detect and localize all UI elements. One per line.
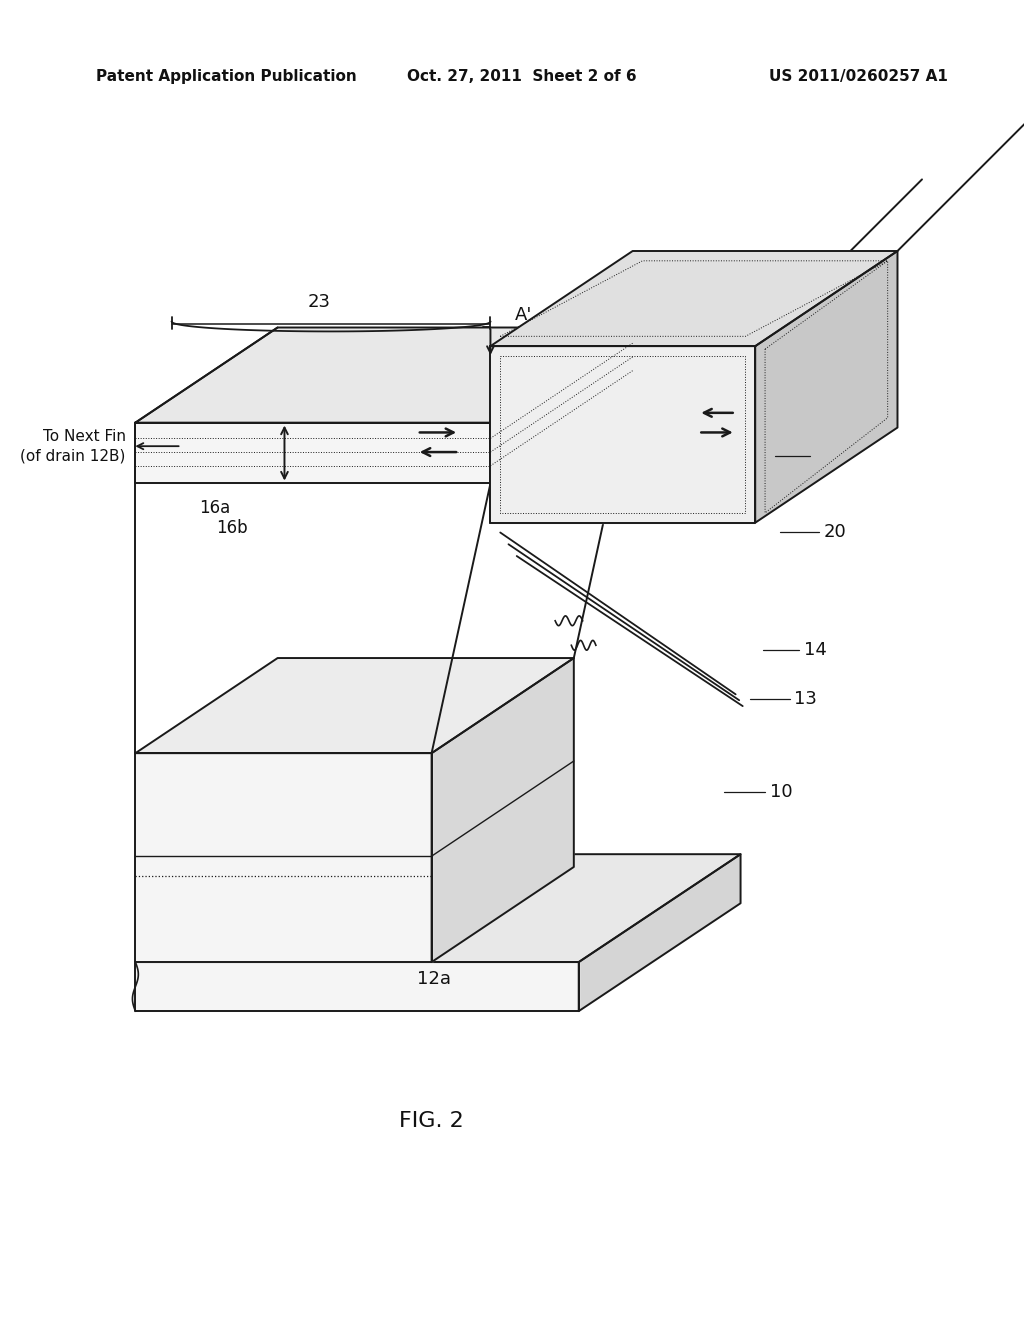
Text: 13: 13 <box>795 690 817 709</box>
Text: US 2011/0260257 A1: US 2011/0260257 A1 <box>769 69 947 84</box>
Polygon shape <box>135 659 573 754</box>
Text: 21: 21 <box>368 421 390 438</box>
Text: A: A <box>274 444 287 461</box>
Polygon shape <box>135 854 740 962</box>
Text: Oct. 27, 2011  Sheet 2 of 6: Oct. 27, 2011 Sheet 2 of 6 <box>407 69 637 84</box>
Text: 16b: 16b <box>216 519 248 537</box>
Polygon shape <box>135 422 490 483</box>
Text: To Next Fin: To Next Fin <box>43 429 126 444</box>
Text: 22: 22 <box>646 421 669 440</box>
Text: 16a: 16a <box>199 499 230 517</box>
Text: 17: 17 <box>814 447 837 465</box>
Text: 20: 20 <box>824 524 847 541</box>
Polygon shape <box>490 327 633 483</box>
Polygon shape <box>135 962 579 1011</box>
Text: 10: 10 <box>770 783 793 801</box>
Text: Patent Application Publication: Patent Application Publication <box>96 69 357 84</box>
Text: A': A' <box>515 306 532 323</box>
Polygon shape <box>490 346 756 523</box>
Polygon shape <box>135 754 431 962</box>
Polygon shape <box>135 327 633 422</box>
Text: FIG. 2: FIG. 2 <box>399 1111 464 1131</box>
Text: 21: 21 <box>646 401 669 418</box>
Text: 14: 14 <box>804 642 827 659</box>
Polygon shape <box>579 854 740 1011</box>
Polygon shape <box>490 251 897 346</box>
Text: 12a: 12a <box>417 970 451 987</box>
Text: 23: 23 <box>307 293 331 312</box>
Polygon shape <box>756 251 897 523</box>
Text: 22: 22 <box>368 441 390 459</box>
Text: (of drain 12B): (of drain 12B) <box>20 449 126 463</box>
Polygon shape <box>431 659 573 962</box>
